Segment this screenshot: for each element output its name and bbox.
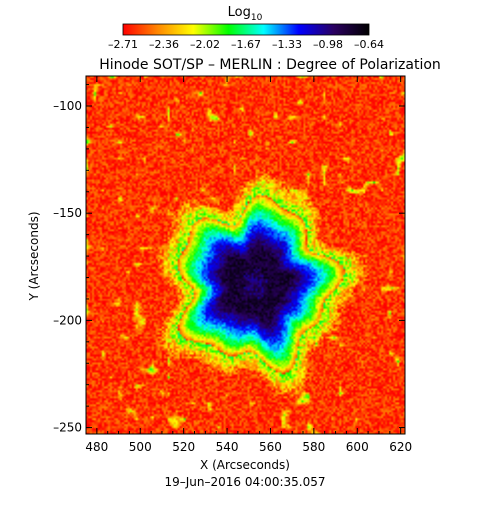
polarization-map bbox=[86, 76, 405, 434]
colorbar-tick-label: –1.33 bbox=[272, 38, 302, 51]
colorbar-ticks: –2.71 –2.36 –2.02 –1.67 –1.33 –0.98 –0.64 bbox=[108, 38, 384, 51]
colorbar-tick-label: –2.36 bbox=[149, 38, 179, 51]
plot-area: 480 500 520 540 560 580 600 620 –100 –150 –200 –25… bbox=[53, 75, 412, 454]
x-tick-label: 600 bbox=[346, 440, 369, 454]
y-tick-label: –250 bbox=[53, 421, 82, 435]
colorbar-label: Log10 bbox=[228, 5, 263, 23]
colorbar-label-subscript: 10 bbox=[251, 13, 263, 23]
chart-title: Hinode SOT/SP – MERLIN : Degree of Polar… bbox=[99, 57, 441, 73]
colorbar-tick-label: –0.98 bbox=[313, 38, 343, 51]
x-axis-ticks: 480 500 520 540 560 580 600 620 bbox=[85, 76, 412, 454]
colorbar-tick-label: –0.64 bbox=[354, 38, 384, 51]
x-axis-label: X (Arcseconds) bbox=[200, 458, 290, 472]
x-tick-label: 580 bbox=[302, 440, 325, 454]
plot-frame bbox=[85, 75, 406, 435]
colorbar-bar bbox=[122, 23, 370, 36]
x-tick-label: 480 bbox=[85, 440, 108, 454]
x-tick-label: 560 bbox=[259, 440, 282, 454]
x-tick-label: 620 bbox=[389, 440, 412, 454]
x-tick-label: 500 bbox=[129, 440, 152, 454]
x-tick-label: 520 bbox=[172, 440, 195, 454]
colorbar-tick-label: –2.71 bbox=[108, 38, 138, 51]
y-axis-ticks: –100 –150 –200 –250 bbox=[53, 84, 405, 435]
colorbar-label-main: Log bbox=[228, 5, 251, 20]
x-tick-label: 540 bbox=[216, 440, 239, 454]
y-tick-label: –150 bbox=[53, 206, 82, 220]
colorbar: Log10 –2.71 –2.36 –2.02 –1.67 –1.33 –0.98 –0.6… bbox=[108, 5, 384, 51]
colorbar-tick-label: –2.02 bbox=[190, 38, 220, 51]
colorbar-tick-label: –1.67 bbox=[231, 38, 261, 51]
y-tick-label: –200 bbox=[53, 313, 82, 327]
y-tick-label: –100 bbox=[53, 99, 82, 113]
observation-timestamp: 19–Jun–2016 04:00:35.057 bbox=[165, 475, 326, 489]
y-axis-label: Y (Arcseconds) bbox=[27, 211, 41, 301]
